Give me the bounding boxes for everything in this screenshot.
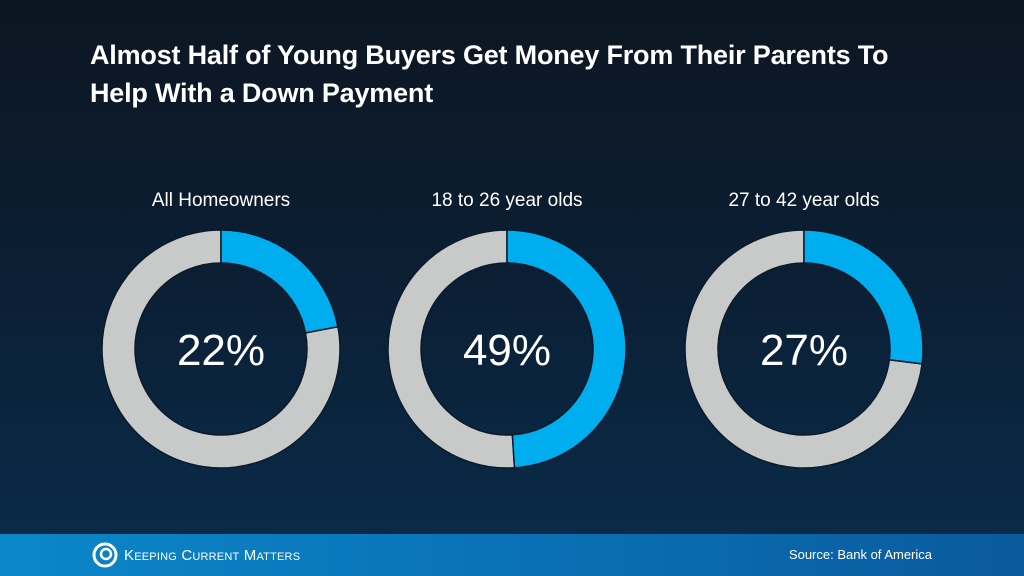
chart-title: Almost Half of Young Buyers Get Money Fr… <box>90 40 889 108</box>
donut-title-27-42: 27 to 42 year olds <box>728 190 880 211</box>
donut-0-value-slice <box>220 229 339 334</box>
brand-logo: Keeping Current Matters <box>92 542 300 568</box>
swirl-logo-icon <box>92 542 118 568</box>
donut-2-value-slice <box>803 229 924 365</box>
donut-title-18-26: 18 to 26 year olds <box>431 190 583 211</box>
donut-value-27-42: 27% <box>759 326 849 375</box>
donut-2-remainder-slice <box>684 229 923 469</box>
donut-value-all-homeowners: 22% <box>176 326 266 375</box>
footer-bar: Keeping Current Matters Source: Bank of … <box>0 534 1024 576</box>
brand-name: Keeping Current Matters <box>124 546 301 564</box>
donut-1-remainder-slice <box>387 229 516 469</box>
donut-1-value-slice <box>506 229 627 469</box>
source-note: Source: Bank of America <box>788 547 932 562</box>
donut-value-18-26: 49% <box>462 326 552 375</box>
donut-0-remainder-slice <box>101 229 341 469</box>
donut-title-all-homeowners: All Homeowners <box>151 190 291 211</box>
